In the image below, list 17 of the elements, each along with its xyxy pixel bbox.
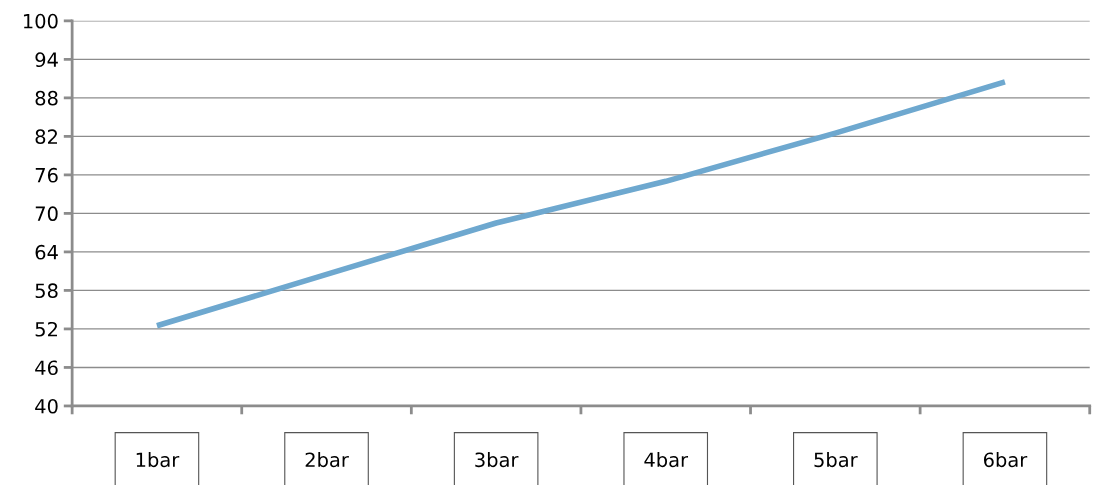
- y-tick-label: 64: [35, 244, 58, 260]
- x-tick-label: 6bar: [983, 452, 1028, 468]
- x-tick-label: 1bar: [136, 452, 180, 468]
- y-tick-label: 76: [35, 167, 58, 183]
- x-tick-label: 4bar: [644, 452, 689, 468]
- x-tick-label: 5bar: [814, 452, 858, 468]
- y-tick-label: 100: [23, 13, 58, 29]
- y-tick-label: 40: [35, 398, 58, 414]
- y-tick-label: 58: [35, 283, 58, 299]
- y-tick-label: 46: [35, 360, 58, 376]
- x-tick-label: 3bar: [475, 452, 519, 468]
- y-tick-label: 52: [35, 321, 57, 337]
- y-tick-label: 82: [35, 129, 57, 145]
- y-tick-label: 70: [35, 206, 58, 222]
- y-tick-label: 94: [35, 52, 58, 68]
- y-tick-label: 88: [35, 90, 58, 106]
- x-tick-label: 2bar: [305, 452, 349, 468]
